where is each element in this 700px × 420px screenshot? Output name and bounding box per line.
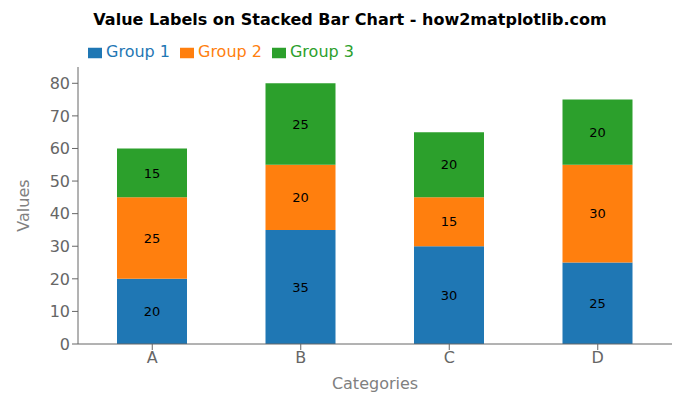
- html-text:Group 3: Group 3: [290, 42, 354, 61]
- svg-text:60: 60: [50, 139, 70, 158]
- svg-text:70: 70: [50, 107, 70, 126]
- svg-text:80: 80: [50, 74, 70, 93]
- svg-text:20: 20: [441, 157, 458, 172]
- svg-text:Categories: Categories: [332, 374, 418, 393]
- svg-text:35: 35: [292, 280, 309, 295]
- svg-text:30: 30: [441, 288, 458, 303]
- svg-text:30: 30: [50, 237, 70, 256]
- svg-text:20: 20: [292, 190, 309, 205]
- svg-text:20: 20: [144, 304, 161, 319]
- svg-text:10: 10: [50, 302, 70, 321]
- svg-text:A: A: [147, 348, 158, 367]
- svg-text:25: 25: [292, 117, 309, 132]
- svg-text:15: 15: [144, 166, 161, 181]
- html-text:Group 1: Group 1: [106, 42, 170, 61]
- svg-text:25: 25: [144, 231, 161, 246]
- svg-text:D: D: [592, 348, 604, 367]
- html-text:Group 2: Group 2: [198, 42, 262, 61]
- svg-text:Values: Values: [14, 179, 33, 231]
- svg-text:15: 15: [441, 214, 458, 229]
- svg-text:40: 40: [50, 204, 70, 223]
- svg-text:B: B: [295, 348, 306, 367]
- svg-text:50: 50: [50, 172, 70, 191]
- svg-text:20: 20: [50, 270, 70, 289]
- svg-text:25: 25: [589, 296, 606, 311]
- svg-text:20: 20: [589, 125, 606, 140]
- html-text:Value Labels on Stacked Bar Ch: Value Labels on Stacked Bar Chart - how2…: [93, 10, 607, 29]
- svg-text:30: 30: [589, 206, 606, 221]
- svg-text:0: 0: [60, 335, 70, 354]
- svg-text:C: C: [444, 348, 455, 367]
